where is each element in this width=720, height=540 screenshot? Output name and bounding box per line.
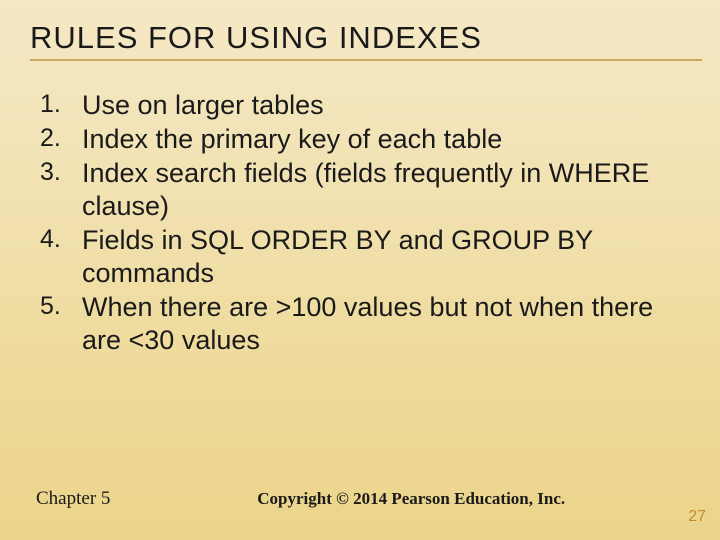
page-number: 27 (688, 508, 706, 526)
slide-title: RULES FOR USING INDEXES (30, 20, 702, 56)
rules-list: Use on larger tables Index the primary k… (40, 89, 692, 357)
list-item: When there are >100 values but not when … (40, 291, 692, 357)
copyright-text: Copyright © 2014 Pearson Education, Inc. (130, 489, 692, 509)
list-item: Use on larger tables (40, 89, 692, 122)
chapter-label: Chapter 5 (36, 488, 110, 510)
list-item: Index search fields (fields frequently i… (40, 157, 692, 223)
title-underline: RULES FOR USING INDEXES (30, 20, 702, 61)
footer: Chapter 5 Copyright © 2014 Pearson Educa… (0, 488, 720, 510)
list-item: Index the primary key of each table (40, 123, 692, 156)
list-item: Fields in SQL ORDER BY and GROUP BY comm… (40, 224, 692, 290)
slide-container: RULES FOR USING INDEXES Use on larger ta… (0, 0, 720, 540)
